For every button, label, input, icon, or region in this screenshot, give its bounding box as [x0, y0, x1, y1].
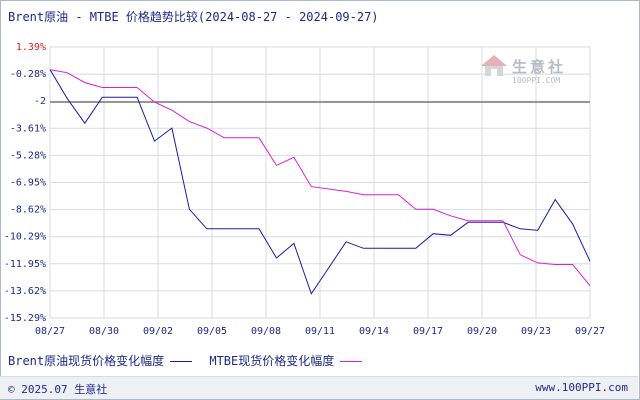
legend-label-mtbe: MTBE现货价格变化幅度 — [209, 354, 335, 368]
watermark-url: 100PPI.COM — [512, 76, 561, 85]
y-tick-label: -5.28% — [10, 150, 46, 161]
x-tick-label: 09/08 — [251, 326, 281, 337]
legend-swatch-brent — [170, 361, 193, 362]
y-tick-label: -6.95% — [10, 178, 46, 189]
y-tick-label: -13.62% — [4, 286, 46, 297]
legend-item-mtbe: MTBE现货价格变化幅度 — [209, 352, 363, 369]
x-tick-label: 08/30 — [89, 326, 119, 337]
house-logo-icon — [481, 55, 507, 76]
y-axis-ticks: 1.39% -0.28% -2 -3.61% -5.28% -6.95% -8.62% -10… — [4, 42, 46, 324]
y-tick-label: -0.28% — [10, 69, 46, 80]
y-tick-label: -3.61% — [10, 123, 46, 134]
x-tick-label: 09/23 — [521, 326, 551, 337]
y-tick-label: -8.62% — [10, 205, 46, 216]
x-tick-label: 09/05 — [197, 326, 227, 337]
series-line-mtbe — [49, 69, 591, 287]
copyright-text: © 2025.07 生意社 — [8, 383, 108, 396]
legend-label-brent: Brent原油现货价格变化幅度 — [8, 354, 165, 368]
x-tick-label: 09/17 — [413, 326, 443, 337]
footer: © 2025.07 生意社 www.100PPI.com — [0, 376, 638, 399]
chart-title: Brent原油 - MTBE 价格趋势比较(2024-08-27 - 2024-… — [8, 10, 379, 24]
x-tick-label: 09/11 — [305, 326, 335, 337]
y-tick-label: -2 — [34, 96, 46, 107]
y-tick-label: 1.39% — [16, 42, 46, 53]
legend-item-brent: Brent原油现货价格变化幅度 — [8, 352, 193, 369]
x-tick-label: 09/14 — [359, 326, 389, 337]
y-tick-label: -10.29% — [4, 232, 46, 243]
x-tick-label: 09/27 — [575, 326, 605, 337]
x-tick-label: 09/20 — [467, 326, 497, 337]
site-link[interactable]: www.100PPI.com — [535, 381, 628, 394]
x-tick-label: 08/27 — [35, 326, 65, 337]
legend-swatch-mtbe — [340, 361, 363, 362]
x-axis-ticks: 08/27 08/30 09/02 09/05 09/08 09/11 09/14 09/17… — [35, 326, 605, 337]
watermark-name: 生意社 — [512, 58, 567, 76]
chart-legend: Brent原油现货价格变化幅度 MTBE现货价格变化幅度 — [8, 352, 372, 369]
y-tick-label: -11.95% — [4, 259, 46, 270]
series-line-brent — [49, 69, 591, 295]
grid-lines — [49, 46, 591, 319]
watermark: 生意社 100PPI.COM — [480, 54, 563, 85]
y-tick-label: -15.29% — [4, 313, 46, 324]
series-lines — [49, 69, 591, 295]
x-tick-label: 09/02 — [143, 326, 173, 337]
